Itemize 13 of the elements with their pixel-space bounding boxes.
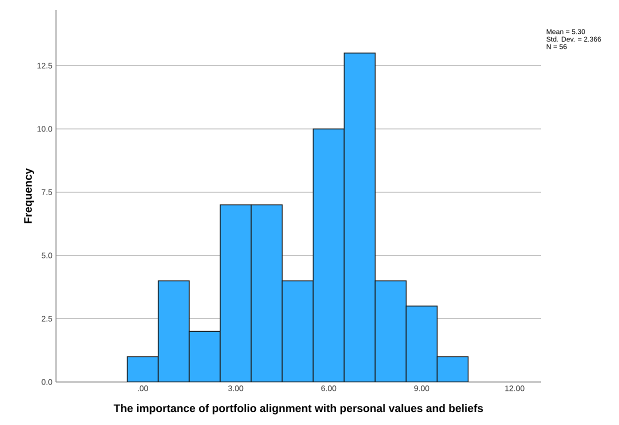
y-tick-label: 7.5 — [42, 189, 52, 195]
y-tick-label: 5.0 — [42, 252, 52, 258]
x-tick-label: 9.00 — [414, 386, 430, 392]
y-tick-label: 2.5 — [42, 316, 52, 322]
x-axis-title: The importance of portfolio alignment with personal values and beliefs — [114, 404, 483, 414]
y-tick-label: 0.0 — [42, 379, 52, 385]
x-tick-label: .00 — [138, 386, 148, 392]
x-tick-label: 6.00 — [321, 386, 336, 392]
y-tick-label: 10.0 — [38, 126, 52, 132]
x-tick-label: 3.00 — [228, 386, 244, 392]
x-tick-label: 12.00 — [505, 386, 524, 392]
y-tick-label: 12.5 — [38, 62, 52, 68]
y-axis-title: Frequency — [24, 168, 34, 224]
